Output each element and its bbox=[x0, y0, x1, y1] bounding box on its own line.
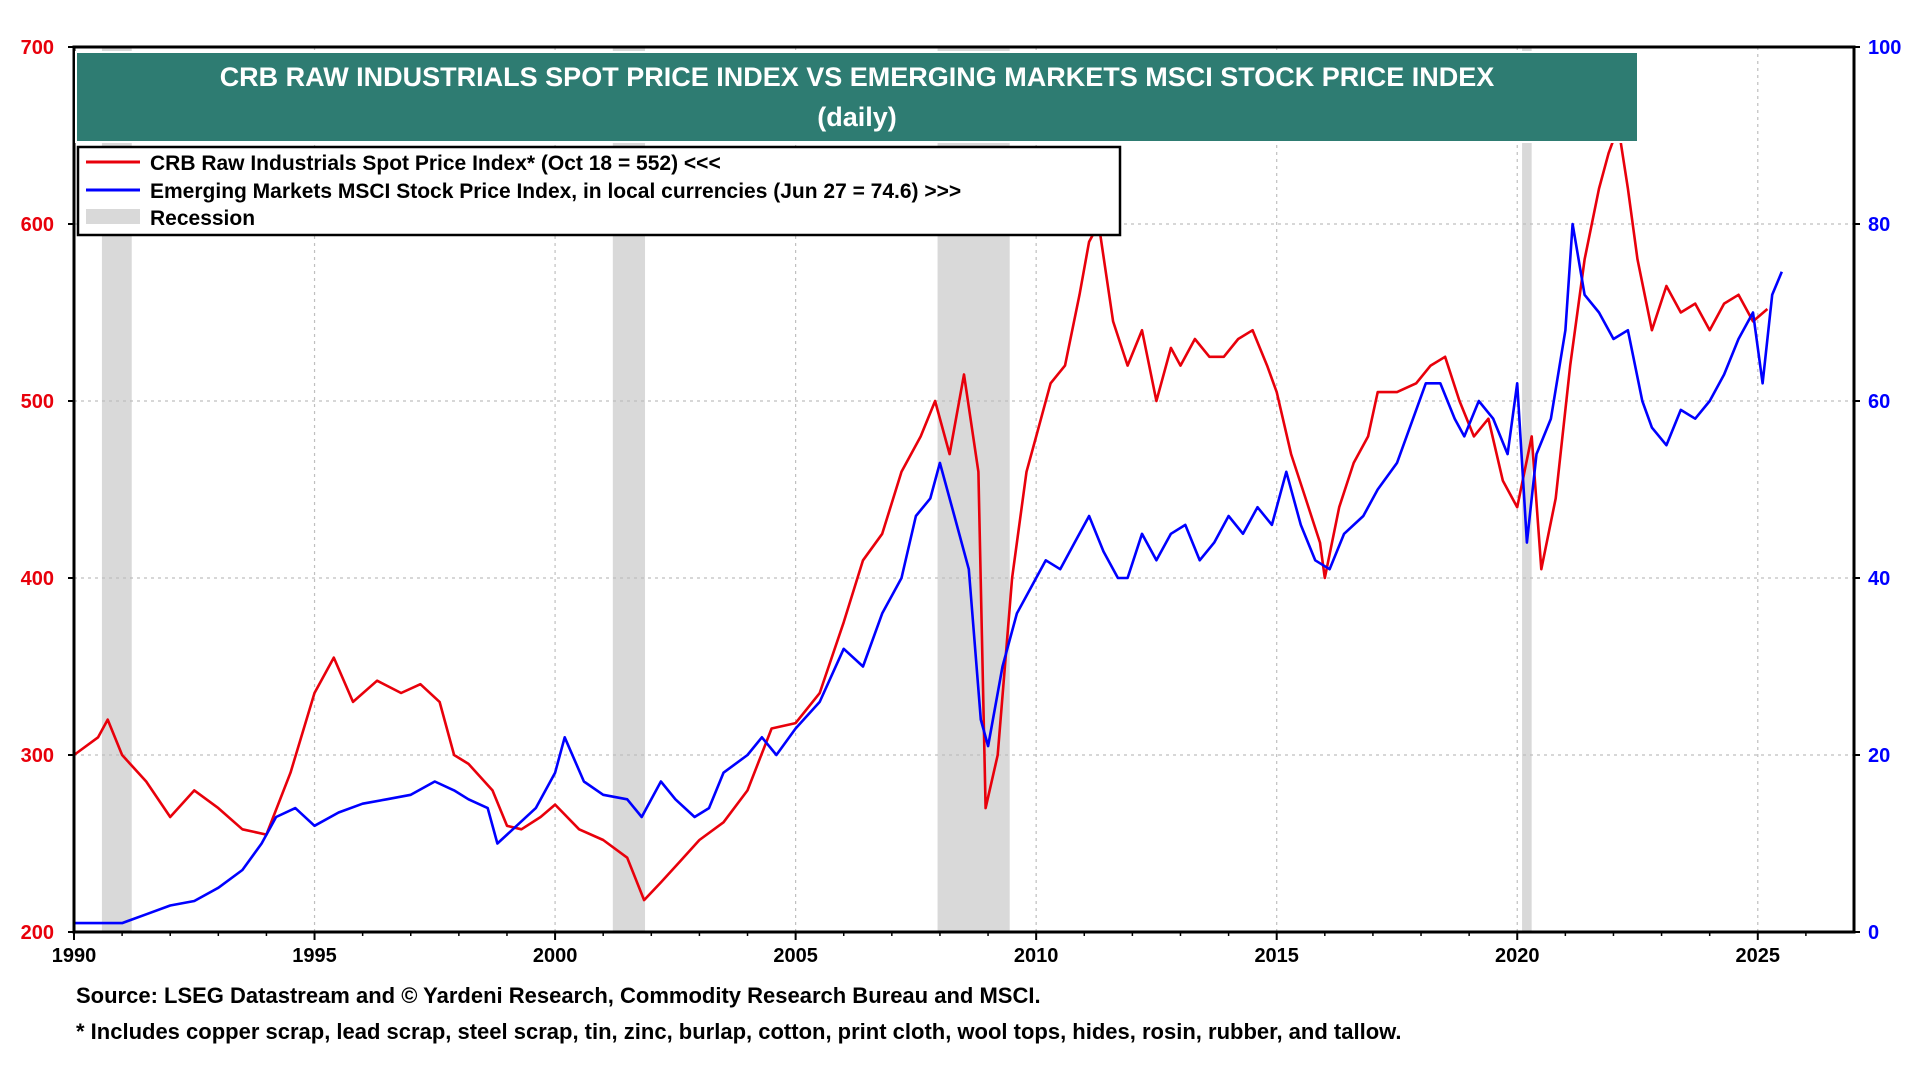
legend-label-msci: Emerging Markets MSCI Stock Price Index,… bbox=[150, 180, 961, 203]
msci-em-line bbox=[74, 222, 1783, 925]
legend-label-crb: CRB Raw Industrials Spot Price Index* (O… bbox=[150, 152, 721, 175]
x-tick-label-1995: 1995 bbox=[292, 945, 337, 967]
x-tick-label-2020: 2020 bbox=[1495, 945, 1540, 967]
title-banner: CRB RAW INDUSTRIALS SPOT PRICE INDEX VS … bbox=[75, 51, 1639, 143]
y-left-tick-label-600: 600 bbox=[21, 214, 54, 236]
y-right-tick-label-20: 20 bbox=[1868, 745, 1890, 767]
x-tick-label-2025: 2025 bbox=[1736, 945, 1781, 967]
plot-frame bbox=[72, 45, 1856, 934]
recession-band-3 bbox=[1522, 47, 1532, 932]
legend: CRB Raw Industrials Spot Price Index* (O… bbox=[76, 145, 1122, 237]
x-tick-label-1990: 1990 bbox=[52, 945, 97, 967]
crb-index-line bbox=[73, 125, 1769, 902]
y-left-tick-label-400: 400 bbox=[21, 568, 54, 590]
chart-subtitle: (daily) bbox=[817, 102, 897, 132]
legend-label-recession: Recession bbox=[150, 207, 255, 230]
footnote: * Includes copper scrap, lead scrap, ste… bbox=[76, 1019, 1402, 1044]
x-tick-label-2010: 2010 bbox=[1014, 945, 1059, 967]
x-tick-label-2000: 2000 bbox=[533, 945, 578, 967]
axes: 1990 1995 2000 2005 2010 2015 2020 202520030040… bbox=[21, 37, 1902, 967]
source-note: Source: LSEG Datastream and © Yardeni Re… bbox=[76, 983, 1041, 1008]
chart-title: CRB RAW INDUSTRIALS SPOT PRICE INDEX VS … bbox=[220, 62, 1495, 92]
y-right-tick-label-60: 60 bbox=[1868, 391, 1890, 413]
x-tick-label-2015: 2015 bbox=[1254, 945, 1299, 967]
y-left-tick-label-200: 200 bbox=[21, 922, 54, 944]
y-left-tick-label-700: 700 bbox=[21, 37, 54, 59]
x-tick-label-2005: 2005 bbox=[773, 945, 818, 967]
y-right-tick-label-100: 100 bbox=[1868, 37, 1901, 59]
legend-swatch-recession bbox=[86, 209, 140, 224]
y-right-tick-label-0: 0 bbox=[1868, 922, 1879, 944]
y-right-tick-label-80: 80 bbox=[1868, 214, 1890, 236]
y-right-tick-label-40: 40 bbox=[1868, 568, 1890, 590]
y-left-tick-label-500: 500 bbox=[21, 391, 54, 413]
series-lines bbox=[73, 125, 1783, 925]
y-left-tick-label-300: 300 bbox=[21, 745, 54, 767]
